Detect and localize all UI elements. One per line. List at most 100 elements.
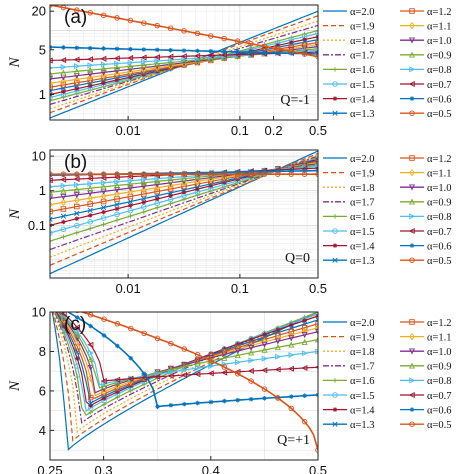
data-point (275, 43, 281, 48)
data-point (275, 327, 281, 333)
data-point (127, 177, 134, 184)
data-point (288, 168, 294, 174)
data-point (181, 28, 187, 34)
data-point (221, 35, 227, 42)
legend-label: α=1.1 (427, 21, 452, 32)
data-point (261, 346, 268, 353)
series-group (48, 300, 318, 453)
x-tick-label: 0.2 (264, 123, 282, 138)
data-point (101, 222, 106, 227)
data-point (88, 403, 93, 408)
data-point (87, 356, 94, 363)
data-point (208, 170, 214, 175)
data-point (288, 405, 295, 412)
data-point (275, 353, 282, 360)
data-point (154, 175, 161, 182)
data-point (87, 66, 94, 73)
legend-label: α=1.1 (427, 168, 452, 179)
legend-marker (408, 227, 415, 235)
data-point (167, 25, 174, 32)
data-point (60, 82, 67, 88)
data-point (154, 181, 161, 188)
legend-label: α=0.8 (427, 212, 452, 223)
data-point (207, 370, 214, 377)
data-point (128, 203, 133, 208)
data-point (141, 199, 147, 205)
data-point (73, 176, 80, 183)
data-point (114, 77, 120, 83)
data-point (288, 328, 295, 335)
data-point (101, 80, 106, 86)
data-point (248, 396, 254, 402)
legend-marker (409, 213, 416, 220)
data-point (48, 300, 53, 305)
data-point (154, 171, 160, 177)
panel-b: 0.01 0.1 0.50.1110N(b)Q=0α=2.0α=1.9α=1.8α=… (7, 149, 452, 296)
legend-label: α=1.0 (427, 183, 452, 194)
data-point (194, 358, 201, 365)
data-point (315, 36, 318, 43)
data-point (262, 50, 267, 55)
data-point (100, 171, 107, 177)
data-point (168, 193, 173, 198)
legend-label: α=0.7 (427, 80, 452, 91)
data-point (287, 365, 295, 372)
data-point (275, 169, 281, 174)
data-point (74, 82, 80, 89)
data-point (314, 328, 318, 336)
data-point (127, 68, 134, 76)
data-point (194, 52, 201, 59)
legend-label: α=0.6 (427, 241, 452, 252)
data-point (100, 377, 107, 385)
data-point (74, 181, 81, 188)
data-point (86, 175, 93, 182)
legend-label: α=1.9 (350, 21, 375, 32)
data-point (48, 300, 53, 305)
data-point (50, 200, 53, 209)
data-point (248, 378, 254, 384)
data-point (167, 186, 174, 192)
data-point (314, 43, 318, 50)
legend-label: α=2.0 (350, 318, 375, 329)
data-point (114, 178, 121, 185)
data-point (101, 387, 107, 396)
legend-marker (332, 421, 338, 427)
series-line (61, 312, 318, 382)
legend-marker (332, 228, 338, 234)
data-point (74, 7, 80, 13)
data-point (60, 69, 67, 76)
data-point (100, 183, 107, 190)
data-point (128, 46, 133, 52)
data-point (74, 210, 80, 216)
data-point (48, 300, 53, 305)
data-point (221, 354, 228, 361)
data-point (301, 350, 308, 357)
data-point (194, 364, 201, 372)
legend-marker (332, 243, 338, 248)
data-point (154, 66, 160, 73)
data-point (154, 64, 161, 72)
data-point (73, 324, 81, 331)
panel-c: 0.25 0.3 0.4 0.5 4 6 8 10 N (c) Q=+1 α=2.0 α=1.9 α=1.… (7, 300, 452, 474)
x-tick-label: 0.01 (115, 123, 140, 138)
legend-marker (408, 80, 415, 88)
data-point (74, 63, 81, 70)
y-tick-label: 4 (39, 423, 46, 438)
data-point (167, 56, 174, 64)
data-point (60, 213, 67, 219)
x-tick-label: 0.1 (231, 123, 249, 138)
data-point (315, 348, 318, 355)
legend-label: α=0.5 (427, 256, 452, 267)
data-point (208, 183, 214, 189)
data-point (74, 315, 80, 320)
data-point (181, 170, 187, 176)
data-point (61, 219, 66, 225)
legend-marker (409, 407, 415, 412)
data-point (101, 209, 106, 215)
y-tick-label: 10 (32, 149, 46, 164)
data-point (87, 226, 93, 231)
panel-a: 0.01 0.1 0.2 0.5 1 5 20 N (a) Q=-1 α=2.0 α=1.9 α=1.8… (7, 4, 452, 138)
legend-marker (409, 21, 415, 30)
data-point (221, 351, 228, 358)
data-point (181, 187, 187, 193)
